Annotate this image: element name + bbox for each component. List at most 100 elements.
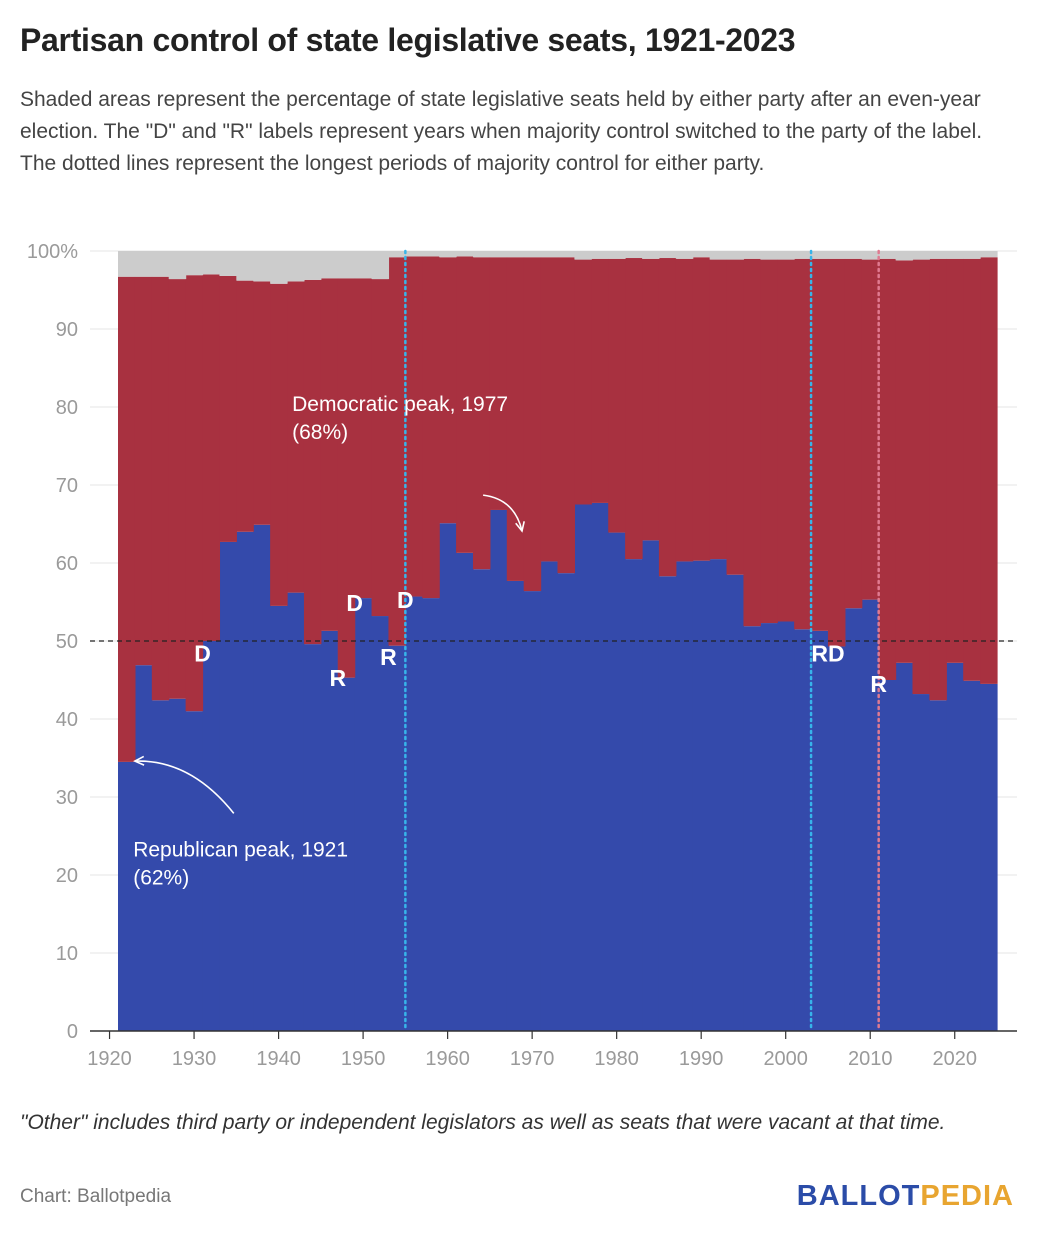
republican-step bbox=[118, 761, 136, 1031]
democratic-step bbox=[608, 258, 626, 533]
republican-step bbox=[912, 694, 930, 1031]
switch-label-r: R bbox=[380, 644, 397, 670]
democratic-step bbox=[692, 257, 711, 561]
x-tick-label: 1980 bbox=[594, 1048, 639, 1070]
democratic-step bbox=[760, 259, 778, 624]
republican-step bbox=[337, 677, 356, 1031]
democratic-step bbox=[337, 278, 356, 678]
series-republican bbox=[118, 502, 998, 1032]
democratic-step bbox=[168, 279, 187, 699]
democratic-step bbox=[405, 256, 423, 597]
other-step bbox=[185, 251, 204, 276]
democratic-step bbox=[557, 257, 576, 574]
y-tick-label: 50 bbox=[56, 631, 78, 653]
democratic-step bbox=[675, 258, 694, 562]
republican-step bbox=[675, 561, 694, 1031]
other-step bbox=[794, 251, 812, 259]
series-other bbox=[118, 251, 998, 284]
other-step bbox=[303, 251, 322, 280]
republican-step bbox=[692, 560, 711, 1031]
democratic-step bbox=[422, 256, 440, 599]
democratic-step bbox=[118, 276, 136, 762]
democratic-step bbox=[878, 258, 897, 680]
switch-label-rd: RD bbox=[811, 641, 844, 667]
republican-step bbox=[439, 523, 457, 1031]
republican-step bbox=[929, 700, 947, 1031]
republican-step bbox=[980, 683, 998, 1031]
republican-step bbox=[134, 665, 153, 1031]
other-step bbox=[591, 251, 609, 259]
chart-source: Chart: Ballotpedia bbox=[20, 1186, 172, 1207]
democratic-step bbox=[439, 257, 457, 524]
republican-step bbox=[878, 680, 897, 1031]
peak-annotation-title: Democratic peak, 1977 bbox=[292, 393, 508, 416]
other-step bbox=[929, 251, 947, 259]
democratic-step bbox=[709, 259, 728, 560]
other-step bbox=[270, 251, 288, 284]
republican-step bbox=[608, 532, 626, 1031]
democratic-step bbox=[134, 276, 153, 666]
other-step bbox=[557, 251, 576, 258]
other-step bbox=[777, 251, 795, 260]
annotation-arrow bbox=[483, 494, 523, 532]
republican-step bbox=[895, 662, 914, 1031]
republican-step bbox=[236, 531, 254, 1031]
other-step bbox=[236, 251, 254, 281]
other-step bbox=[743, 251, 761, 259]
y-tick-label: 40 bbox=[56, 709, 78, 731]
other-step bbox=[489, 251, 508, 258]
y-tick-label: 10 bbox=[56, 943, 78, 965]
other-step bbox=[337, 251, 356, 279]
democratic-step bbox=[253, 281, 271, 525]
democratic-step bbox=[946, 258, 964, 663]
x-tick-label: 1950 bbox=[341, 1048, 386, 1070]
other-step bbox=[287, 251, 305, 282]
republican-step bbox=[422, 598, 440, 1031]
x-tick-label: 1970 bbox=[510, 1048, 555, 1070]
democratic-step bbox=[303, 279, 322, 645]
other-step bbox=[709, 251, 728, 260]
x-tick-label: 1960 bbox=[425, 1048, 470, 1070]
democratic-step bbox=[844, 258, 863, 609]
x-tick-label: 1990 bbox=[679, 1048, 724, 1070]
other-step bbox=[912, 251, 930, 260]
y-tick-label: 30 bbox=[56, 787, 78, 809]
democratic-step bbox=[861, 259, 880, 600]
x-tick-label: 1920 bbox=[87, 1048, 132, 1070]
republican-step bbox=[844, 608, 863, 1031]
democratic-step bbox=[811, 258, 829, 631]
republican-step bbox=[472, 569, 491, 1031]
other-step bbox=[202, 251, 221, 275]
republican-step bbox=[151, 700, 170, 1031]
republican-step bbox=[777, 621, 795, 1031]
democratic-step bbox=[202, 274, 221, 641]
x-tick-label: 2000 bbox=[763, 1048, 808, 1070]
ballotpedia-logo[interactable]: BALLOTPEDIA bbox=[797, 1180, 1014, 1213]
democratic-step bbox=[963, 258, 981, 681]
democratic-step bbox=[540, 257, 559, 562]
series-democratic bbox=[118, 256, 998, 762]
democratic-step bbox=[151, 276, 170, 701]
other-step bbox=[878, 251, 897, 259]
axes: 0 10 20 30 40 50 60 70 80 90 100% 1920 1930 1940 1950 1… bbox=[27, 241, 1017, 1070]
republican-step bbox=[709, 559, 728, 1031]
stacked-areas bbox=[118, 251, 998, 1032]
switch-label-d: D bbox=[346, 590, 363, 616]
republican-step bbox=[591, 502, 609, 1031]
republican-step bbox=[861, 599, 880, 1031]
republican-step bbox=[946, 662, 964, 1031]
democratic-step bbox=[523, 257, 542, 592]
democratic-step bbox=[895, 260, 914, 663]
x-tick-label: 1940 bbox=[256, 1048, 301, 1070]
other-step bbox=[675, 251, 694, 259]
footnote: "Other" includes third party or independ… bbox=[20, 1111, 946, 1134]
democratic-step bbox=[827, 258, 846, 647]
y-tick-label: 70 bbox=[56, 475, 78, 497]
democratic-step bbox=[743, 258, 761, 627]
democratic-step bbox=[929, 258, 947, 701]
republican-step bbox=[320, 630, 339, 1031]
democratic-step bbox=[236, 280, 254, 532]
democratic-step bbox=[456, 256, 474, 553]
chart-area: 0 10 20 30 40 50 60 70 80 90 100% 1920 1930 1940 1950 1… bbox=[27, 241, 1017, 1070]
